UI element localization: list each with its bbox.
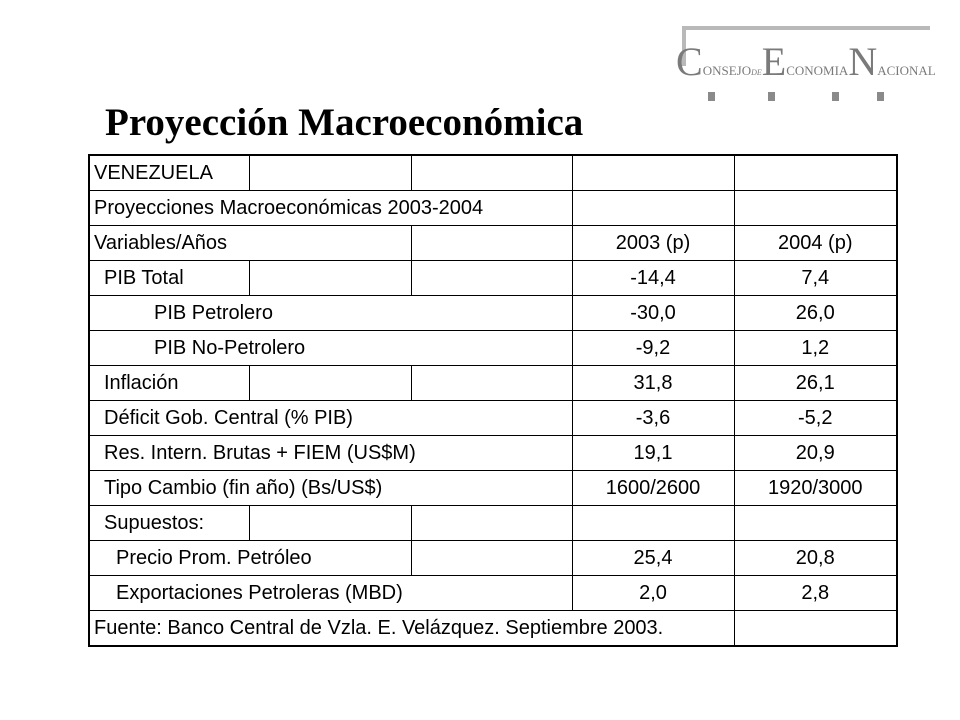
value-2004: 2,8 xyxy=(733,575,898,611)
value-2003: 25,4 xyxy=(571,540,735,576)
value-2004: 26,0 xyxy=(733,295,898,331)
row-label: Precio Prom. Petróleo xyxy=(88,540,412,576)
table-row: Exportaciones Petroleras (MBD) 2,0 2,8 xyxy=(88,575,898,611)
empty-cell xyxy=(410,540,573,576)
header-2004: 2004 (p) xyxy=(733,225,898,261)
empty-cell xyxy=(571,190,735,226)
table-row: Precio Prom. Petróleo 25,4 20,8 xyxy=(88,540,898,576)
empty-cell xyxy=(248,260,412,296)
value-2004: 1,2 xyxy=(733,330,898,366)
empty-cell xyxy=(410,225,573,261)
row-label: Supuestos: xyxy=(88,505,250,541)
table-row: VENEZUELA xyxy=(88,154,898,191)
table-row: Inflación 31,8 26,1 xyxy=(88,365,898,401)
empty-cell xyxy=(248,505,412,541)
table-row: Res. Intern. Brutas + FIEM (US$M) 19,1 2… xyxy=(88,435,898,471)
table-row: PIB Petrolero -30,0 26,0 xyxy=(88,295,898,331)
value-2004: 1920/3000 xyxy=(733,470,898,506)
logo-frame-left xyxy=(682,26,686,66)
value-2004: 20,8 xyxy=(733,540,898,576)
table-header-row: Variables/Años 2003 (p) 2004 (p) xyxy=(88,225,898,261)
value-2003: 1600/2600 xyxy=(571,470,735,506)
source-note: Fuente: Banco Central de Vzla. E. Velázq… xyxy=(88,610,735,647)
value-2003: -30,0 xyxy=(571,295,735,331)
value-2004: 20,9 xyxy=(733,435,898,471)
consejo-economia-nacional-logo: ConsejodeEconomiaNacional xyxy=(672,18,936,108)
value-2003: 19,1 xyxy=(571,435,735,471)
country-cell: VENEZUELA xyxy=(88,154,250,191)
row-label: PIB Petrolero xyxy=(88,295,573,331)
value-2003: 2,0 xyxy=(571,575,735,611)
row-label: Res. Intern. Brutas + FIEM (US$M) xyxy=(88,435,573,471)
value-2003: -3,6 xyxy=(571,400,735,436)
header-2003: 2003 (p) xyxy=(571,225,735,261)
logo-dot xyxy=(877,92,884,101)
logo-wordmark: ConsejodeEconomiaNacional xyxy=(676,39,936,84)
empty-cell xyxy=(571,154,735,191)
logo-dot xyxy=(708,92,715,101)
logo-dot xyxy=(768,92,775,101)
row-label: Tipo Cambio (fin año) (Bs/US$) xyxy=(88,470,573,506)
value-2003 xyxy=(571,505,735,541)
empty-cell xyxy=(410,260,573,296)
table-row: PIB Total -14,4 7,4 xyxy=(88,260,898,296)
macro-projection-table: VENEZUELA Proyecciones Macroeconómicas 2… xyxy=(88,154,898,647)
table-row: Fuente: Banco Central de Vzla. E. Velázq… xyxy=(88,610,898,647)
empty-cell xyxy=(248,365,412,401)
table-row: PIB No-Petrolero -9,2 1,2 xyxy=(88,330,898,366)
empty-cell xyxy=(410,365,573,401)
page-title: Proyección Macroeconómica xyxy=(105,101,584,144)
value-2003: -9,2 xyxy=(571,330,735,366)
empty-cell xyxy=(248,154,412,191)
empty-cell xyxy=(410,154,573,191)
value-2004: 26,1 xyxy=(733,365,898,401)
empty-cell xyxy=(733,154,898,191)
empty-cell xyxy=(410,505,573,541)
row-label: PIB Total xyxy=(88,260,250,296)
logo-dot xyxy=(832,92,839,101)
row-label: Exportaciones Petroleras (MBD) xyxy=(88,575,573,611)
value-2004: -5,2 xyxy=(733,400,898,436)
value-2003: -14,4 xyxy=(571,260,735,296)
empty-cell xyxy=(733,610,898,647)
value-2004: 7,4 xyxy=(733,260,898,296)
table-row: Proyecciones Macroeconómicas 2003-2004 xyxy=(88,190,898,226)
empty-cell xyxy=(733,190,898,226)
row-label: Inflación xyxy=(88,365,250,401)
value-2003: 31,8 xyxy=(571,365,735,401)
row-label: PIB No-Petrolero xyxy=(88,330,573,366)
logo-frame-top xyxy=(684,26,930,30)
table-row: Tipo Cambio (fin año) (Bs/US$) 1600/2600… xyxy=(88,470,898,506)
value-2004 xyxy=(733,505,898,541)
table-row: Supuestos: xyxy=(88,505,898,541)
subtitle-cell: Proyecciones Macroeconómicas 2003-2004 xyxy=(88,190,573,226)
header-label: Variables/Años xyxy=(88,225,412,261)
row-label: Déficit Gob. Central (% PIB) xyxy=(88,400,573,436)
table-row: Déficit Gob. Central (% PIB) -3,6 -5,2 xyxy=(88,400,898,436)
